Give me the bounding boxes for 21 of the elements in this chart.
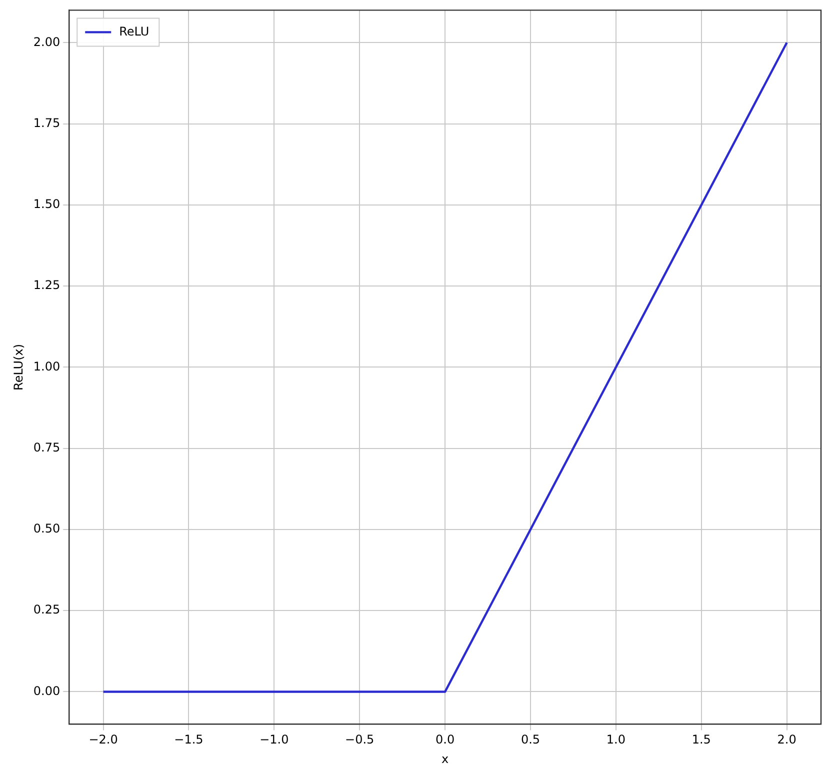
y-tick-label: 0.50 — [33, 522, 60, 536]
x-tick-label: −2.0 — [88, 732, 118, 747]
x-tick-label: 2.0 — [777, 732, 796, 747]
x-tick-label: 1.0 — [606, 732, 626, 747]
y-axis-title: ReLU(x) — [11, 344, 26, 390]
x-axis-title: x — [442, 752, 449, 766]
x-tick-label: 0.5 — [520, 732, 540, 747]
y-tick-label: 0.25 — [33, 602, 60, 617]
x-tick-label: −1.0 — [260, 732, 289, 747]
legend-label: ReLU — [119, 24, 150, 38]
y-tick-label: 0.00 — [33, 684, 60, 698]
y-tick-label: 1.00 — [33, 359, 60, 374]
y-tick-label: 1.50 — [33, 197, 60, 212]
y-tick-label: 2.00 — [33, 34, 60, 49]
y-tick-label: 1.25 — [33, 278, 60, 292]
x-tick-label: 0.0 — [436, 732, 455, 747]
y-tick-label: 1.75 — [33, 116, 60, 130]
x-tick-label: −0.5 — [345, 732, 374, 747]
x-tick-label: −1.5 — [174, 732, 204, 747]
x-tick-label: 1.5 — [692, 732, 711, 747]
y-tick-label: 0.75 — [33, 440, 60, 454]
